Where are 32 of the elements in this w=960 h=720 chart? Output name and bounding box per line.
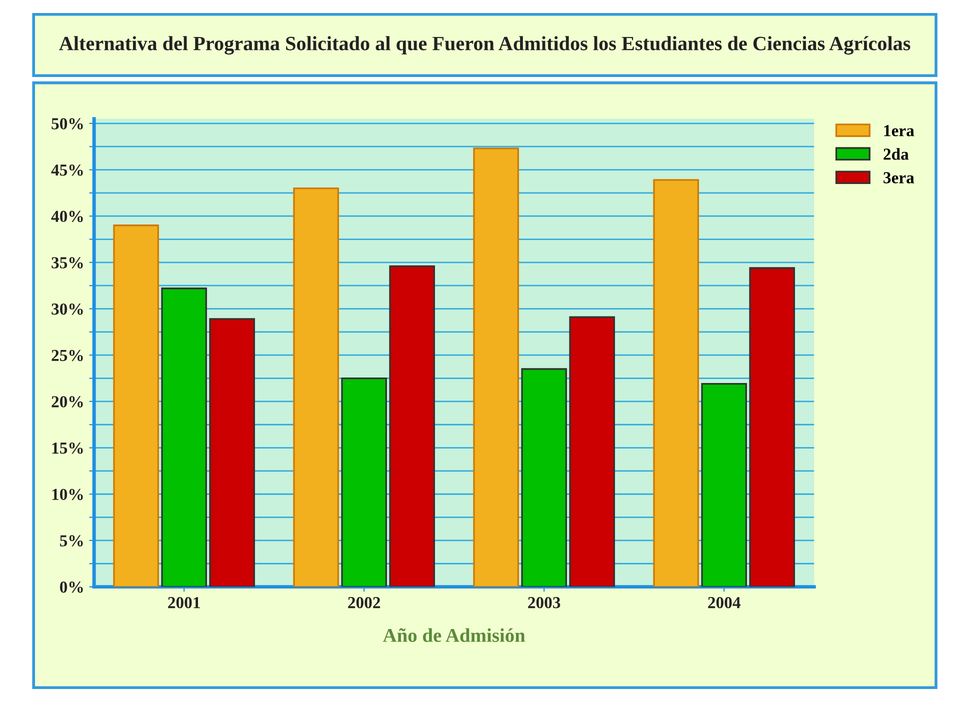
bar bbox=[113, 224, 159, 587]
chart-title: Alternativa del Programa Solicitado al que Fueron Admitidos los Estudiantes de Ciencias Agrícolas bbox=[59, 36, 910, 55]
y-tick-label: 35% bbox=[52, 257, 83, 268]
bar bbox=[473, 148, 519, 587]
y-tick-label: 20% bbox=[52, 396, 83, 408]
bar bbox=[209, 318, 255, 587]
bar bbox=[521, 368, 567, 587]
bar bbox=[749, 267, 795, 587]
y-tick-label: 50% bbox=[52, 118, 83, 130]
bar bbox=[161, 288, 207, 587]
y-tick-label: 0% bbox=[60, 582, 83, 593]
legend-label: 2da bbox=[884, 148, 909, 160]
legend-label: 3era bbox=[884, 172, 914, 184]
bar bbox=[569, 316, 615, 587]
x-tick-label: 2003 bbox=[528, 597, 560, 608]
legend-label: 1era bbox=[884, 125, 914, 136]
x-tick-label: 2001 bbox=[168, 597, 200, 608]
bar bbox=[341, 377, 387, 587]
y-tick-label: 15% bbox=[52, 442, 83, 454]
y-tick-label: 30% bbox=[52, 303, 83, 315]
bar bbox=[701, 383, 747, 587]
y-tick-label: 25% bbox=[52, 350, 83, 362]
bar bbox=[293, 187, 339, 587]
y-tick-label: 10% bbox=[52, 488, 83, 500]
x-axis-title: Año de Admisión bbox=[382, 628, 526, 642]
y-tick-label: 5% bbox=[60, 535, 83, 546]
y-tick-label: 45% bbox=[51, 164, 83, 176]
x-tick-label: 2004 bbox=[708, 597, 740, 608]
bar bbox=[389, 265, 435, 587]
bar bbox=[653, 179, 699, 587]
y-tick-label: 40% bbox=[51, 210, 83, 222]
x-tick-label: 2002 bbox=[348, 597, 380, 608]
